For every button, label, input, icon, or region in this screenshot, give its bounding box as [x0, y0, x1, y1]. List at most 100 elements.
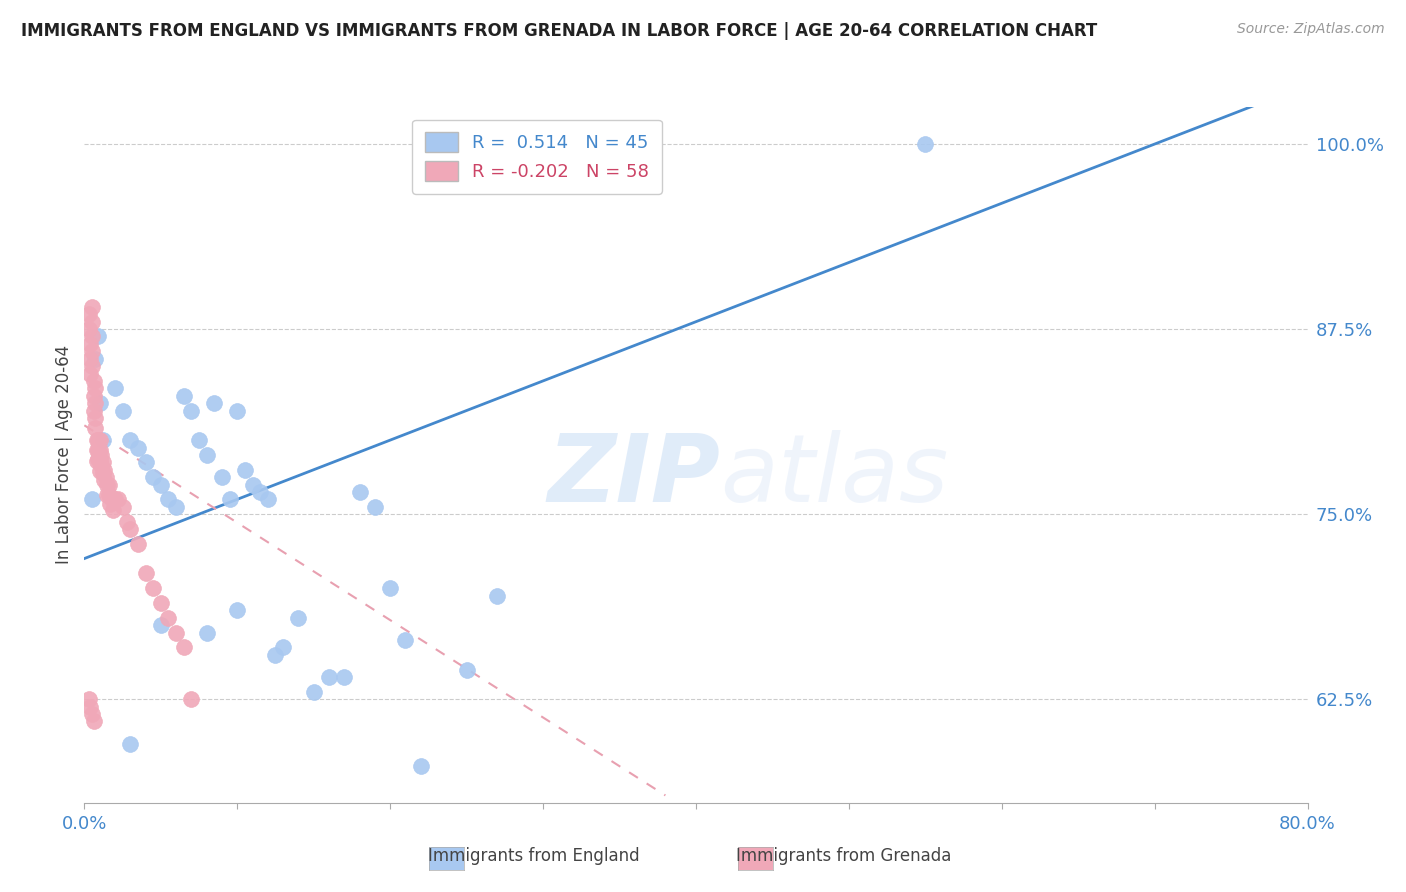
Point	[87, 329, 110, 343]
Point	[120, 433, 142, 447]
Point	[202, 396, 225, 410]
Point	[97, 477, 120, 491]
Point	[394, 632, 416, 647]
Point	[127, 537, 149, 551]
Point	[91, 433, 114, 447]
Point	[84, 381, 107, 395]
Text: Immigrants from Grenada: Immigrants from Grenada	[735, 847, 952, 865]
Point	[83, 403, 105, 417]
Point	[90, 458, 112, 473]
Text: Source: ZipAtlas.com: Source: ZipAtlas.com	[1237, 22, 1385, 37]
Point	[77, 322, 100, 336]
Point	[120, 522, 142, 536]
Point	[89, 396, 111, 410]
Point	[180, 692, 202, 706]
Point	[142, 581, 165, 595]
Text: IMMIGRANTS FROM ENGLAND VS IMMIGRANTS FROM GRENADA IN LABOR FORCE | AGE 20-64 CO: IMMIGRANTS FROM ENGLAND VS IMMIGRANTS FR…	[21, 22, 1097, 40]
Text: ZIP: ZIP	[547, 430, 720, 522]
Point	[914, 136, 936, 151]
Point	[87, 443, 110, 458]
Point	[87, 452, 110, 467]
Point	[380, 581, 402, 595]
Point	[80, 492, 103, 507]
Point	[84, 351, 107, 366]
Point	[77, 307, 100, 321]
Point	[287, 611, 309, 625]
Point	[80, 315, 103, 329]
Point	[93, 473, 115, 487]
Point	[264, 648, 287, 662]
Point	[80, 300, 103, 314]
Point	[84, 421, 107, 435]
Text: Immigrants from England: Immigrants from England	[429, 847, 640, 865]
Point	[84, 411, 107, 425]
Point	[165, 625, 187, 640]
Point	[91, 455, 114, 469]
Point	[79, 337, 101, 351]
Point	[226, 403, 249, 417]
Point	[218, 492, 240, 507]
Point	[242, 477, 264, 491]
Point	[111, 500, 134, 514]
Point	[318, 670, 340, 684]
Point	[165, 500, 187, 514]
Text: atlas: atlas	[720, 430, 949, 521]
Point	[98, 497, 121, 511]
Point	[79, 351, 101, 366]
Point	[86, 433, 108, 447]
Point	[101, 492, 124, 507]
Point	[83, 374, 105, 388]
Point	[188, 433, 211, 447]
Point	[86, 443, 108, 458]
Point	[271, 640, 294, 655]
Point	[173, 389, 195, 403]
Point	[84, 396, 107, 410]
Point	[91, 466, 114, 480]
Point	[456, 663, 478, 677]
Point	[77, 692, 100, 706]
Legend: R =  0.514   N = 45, R = -0.202   N = 58: R = 0.514 N = 45, R = -0.202 N = 58	[412, 120, 661, 194]
Point	[233, 463, 256, 477]
Point	[104, 492, 127, 507]
Point	[157, 611, 180, 625]
Point	[173, 640, 195, 655]
Point	[157, 492, 180, 507]
Y-axis label: In Labor Force | Age 20-64: In Labor Force | Age 20-64	[55, 345, 73, 565]
Point	[94, 470, 117, 484]
Point	[249, 484, 271, 499]
Point	[80, 329, 103, 343]
Point	[333, 670, 356, 684]
Point	[211, 470, 233, 484]
Point	[87, 433, 110, 447]
Point	[89, 454, 111, 468]
Point	[96, 477, 118, 491]
Point	[103, 502, 125, 516]
Point	[349, 484, 371, 499]
Point	[80, 344, 103, 359]
Point	[79, 699, 101, 714]
Point	[135, 455, 157, 469]
Point	[107, 492, 129, 507]
Point	[104, 381, 127, 395]
Point	[97, 488, 120, 502]
Point	[195, 448, 218, 462]
Point	[86, 454, 108, 468]
Point	[149, 596, 172, 610]
Point	[80, 706, 103, 721]
Point	[226, 603, 249, 617]
Point	[115, 515, 138, 529]
Point	[142, 470, 165, 484]
Point	[89, 443, 111, 458]
Point	[111, 403, 134, 417]
Point	[135, 566, 157, 581]
Point	[80, 359, 103, 373]
Point	[89, 433, 111, 447]
Point	[257, 492, 280, 507]
Point	[79, 367, 101, 381]
Point	[180, 403, 202, 417]
Point	[409, 759, 432, 773]
Point	[83, 714, 105, 729]
Point	[195, 625, 218, 640]
Point	[149, 618, 172, 632]
Point	[83, 389, 105, 403]
